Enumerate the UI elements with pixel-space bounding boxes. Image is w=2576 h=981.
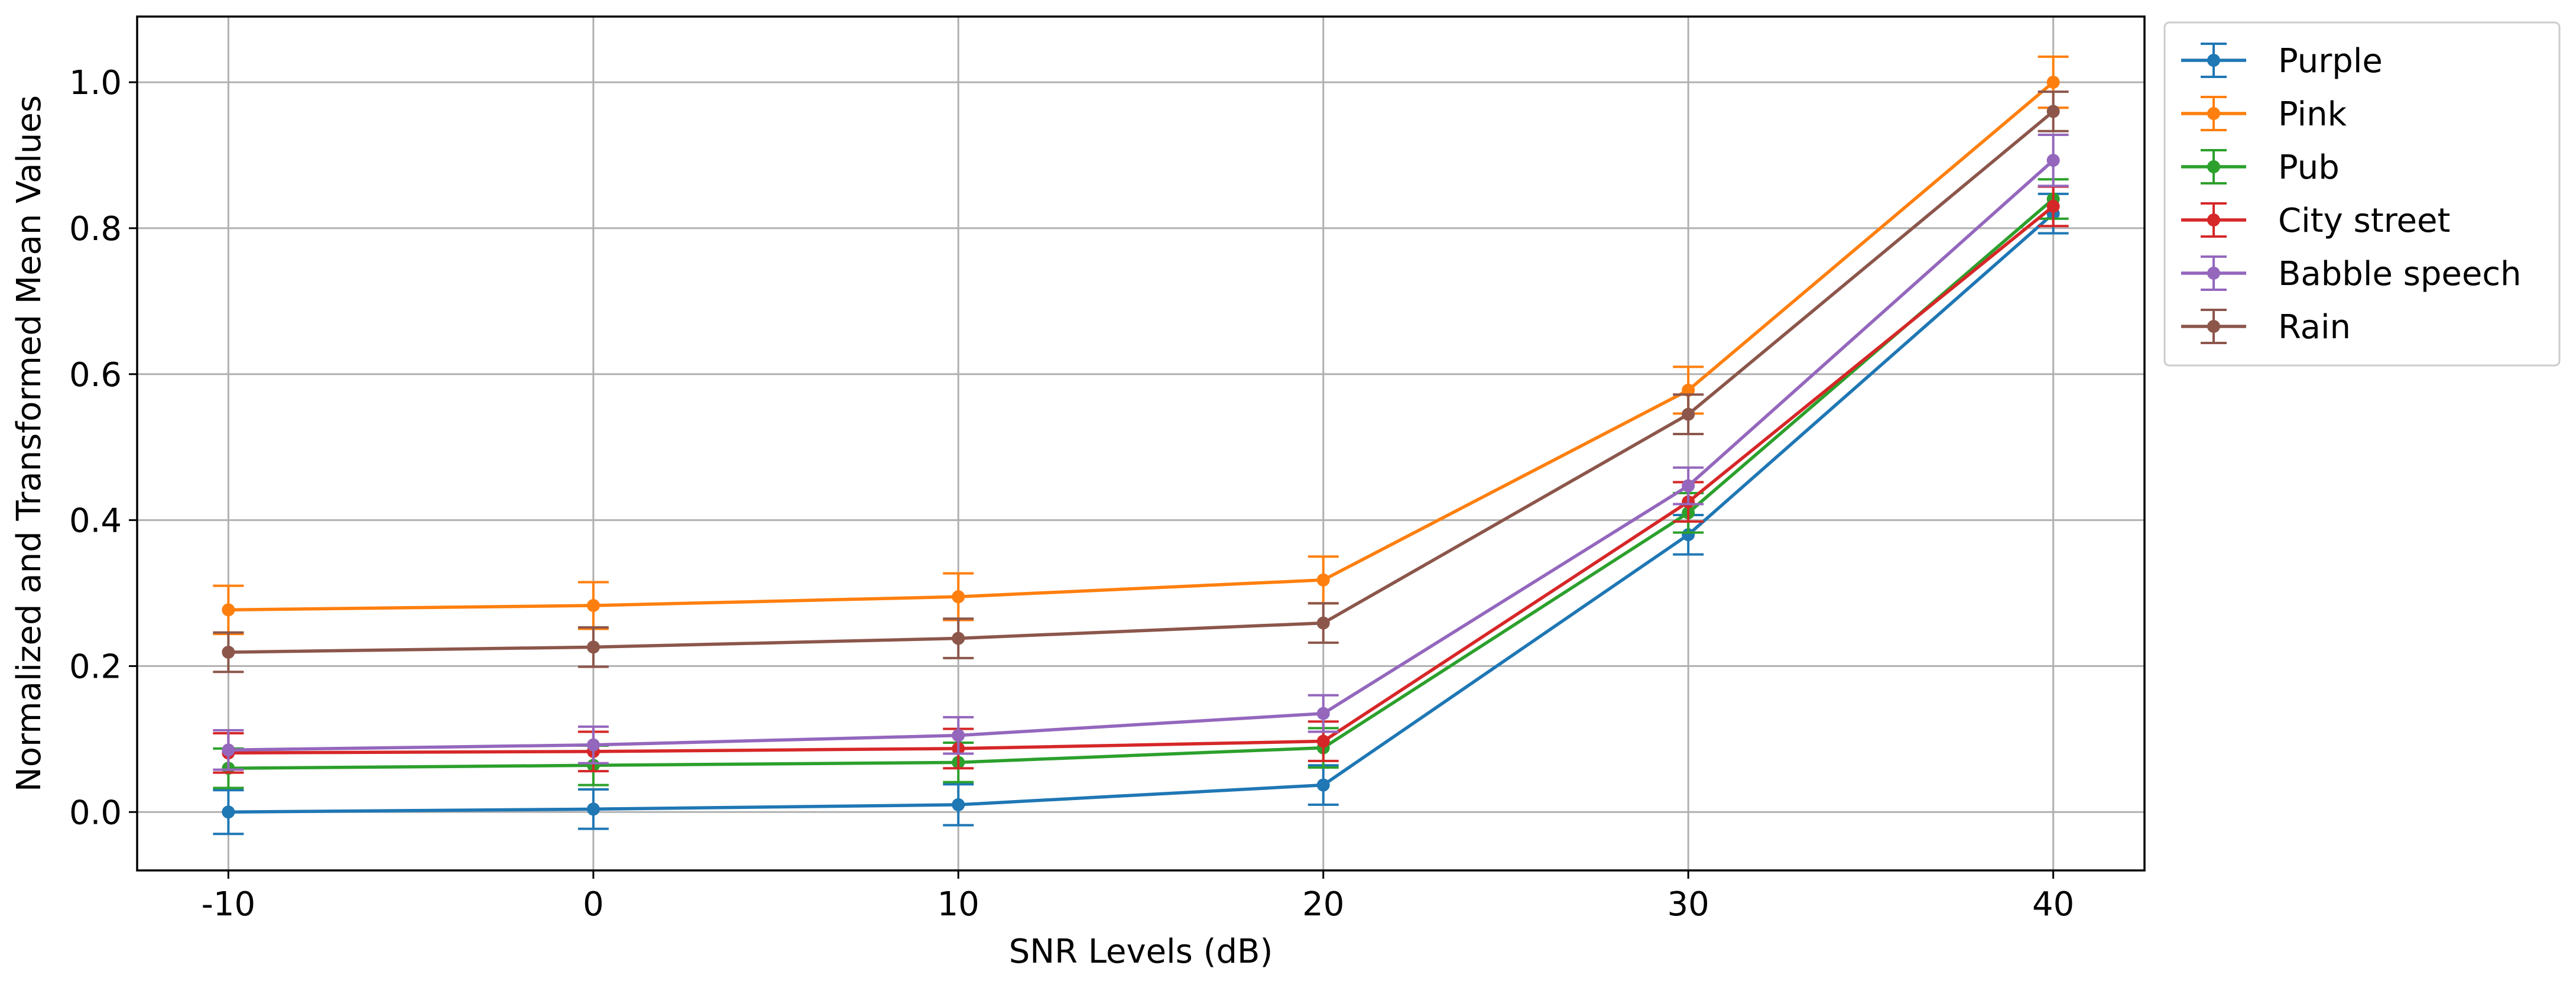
y-tick-label: 0.8 <box>69 210 122 248</box>
legend-label: City street <box>2278 202 2450 240</box>
y-tick-label: 0.6 <box>69 356 122 394</box>
data-point <box>1682 479 1695 493</box>
series-layer <box>213 55 2069 836</box>
legend-item: Pub <box>2181 148 2340 187</box>
plot-frame <box>136 15 2146 872</box>
legend: Purple Pink Pub City street Babble speech Rai… <box>2163 21 2561 367</box>
series-line <box>228 212 2055 814</box>
legend-label: Pink <box>2278 95 2347 134</box>
data-point <box>222 805 235 819</box>
x-tick-label: 30 <box>1667 885 1709 924</box>
series-pink <box>213 55 2069 636</box>
legend-marker <box>2207 107 2220 120</box>
series-line <box>228 205 2055 755</box>
legend-marker <box>2207 320 2220 333</box>
series-line <box>228 110 2055 654</box>
data-point <box>586 598 600 612</box>
legend-marker <box>2207 267 2220 280</box>
data-point <box>952 798 965 811</box>
legend-item: Purple <box>2181 42 2383 80</box>
series-rain <box>213 90 2069 674</box>
legend-box <box>2163 21 2561 367</box>
data-point <box>952 729 965 742</box>
x-tick-label: -10 <box>202 885 255 924</box>
data-point <box>952 590 965 604</box>
data-point <box>952 632 965 645</box>
legend-item: Pink <box>2181 95 2347 134</box>
legend-item: Rain <box>2181 308 2351 347</box>
legend-label: Pub <box>2278 148 2340 187</box>
x-tick-label: 0 <box>583 885 604 924</box>
series-babble-speech <box>213 133 2069 771</box>
x-tick-label: 40 <box>2032 885 2074 924</box>
legend-label: Purple <box>2278 42 2383 80</box>
series-line <box>228 159 2055 752</box>
legend-marker <box>2207 54 2220 67</box>
data-point <box>1316 707 1330 720</box>
x-tick-label: 10 <box>937 885 979 924</box>
data-point <box>586 640 600 654</box>
data-point <box>586 802 600 816</box>
y-tick-label: 0.2 <box>69 647 122 686</box>
x-tick-label: 20 <box>1302 885 1344 924</box>
series-line <box>228 198 2055 770</box>
data-point <box>222 645 235 659</box>
y-tick-label: 1.0 <box>69 64 122 102</box>
legend-label: Babble speech <box>2278 255 2522 293</box>
data-point <box>2046 199 2060 213</box>
axis-ticks: -10 0 10 20 30 40 0.0 0.2 0.4 0.6 0.8 1.0 <box>69 64 2074 924</box>
series-line <box>228 80 2055 612</box>
data-point <box>1682 407 1695 421</box>
data-point <box>1316 778 1330 792</box>
legend-marker <box>2207 213 2220 226</box>
grid <box>137 17 2144 870</box>
data-point <box>1316 573 1330 587</box>
data-point <box>2046 105 2060 118</box>
data-point <box>1316 734 1330 748</box>
x-axis-title: SNR Levels (dB) <box>1009 933 1273 971</box>
y-tick-label: 0.4 <box>69 502 122 540</box>
data-point <box>2046 76 2060 89</box>
data-point <box>222 603 235 617</box>
legend-item: Babble speech <box>2181 255 2522 293</box>
legend-item: City street <box>2181 202 2450 240</box>
data-point <box>2046 154 2060 167</box>
data-point <box>222 743 235 757</box>
y-tick-label: 0.0 <box>69 794 122 832</box>
legend-label: Rain <box>2278 308 2351 347</box>
y-axis-title: Normalized and Transformed Mean Values <box>10 95 48 792</box>
data-point <box>1316 616 1330 630</box>
data-point <box>586 738 600 752</box>
legend-marker <box>2207 160 2220 173</box>
